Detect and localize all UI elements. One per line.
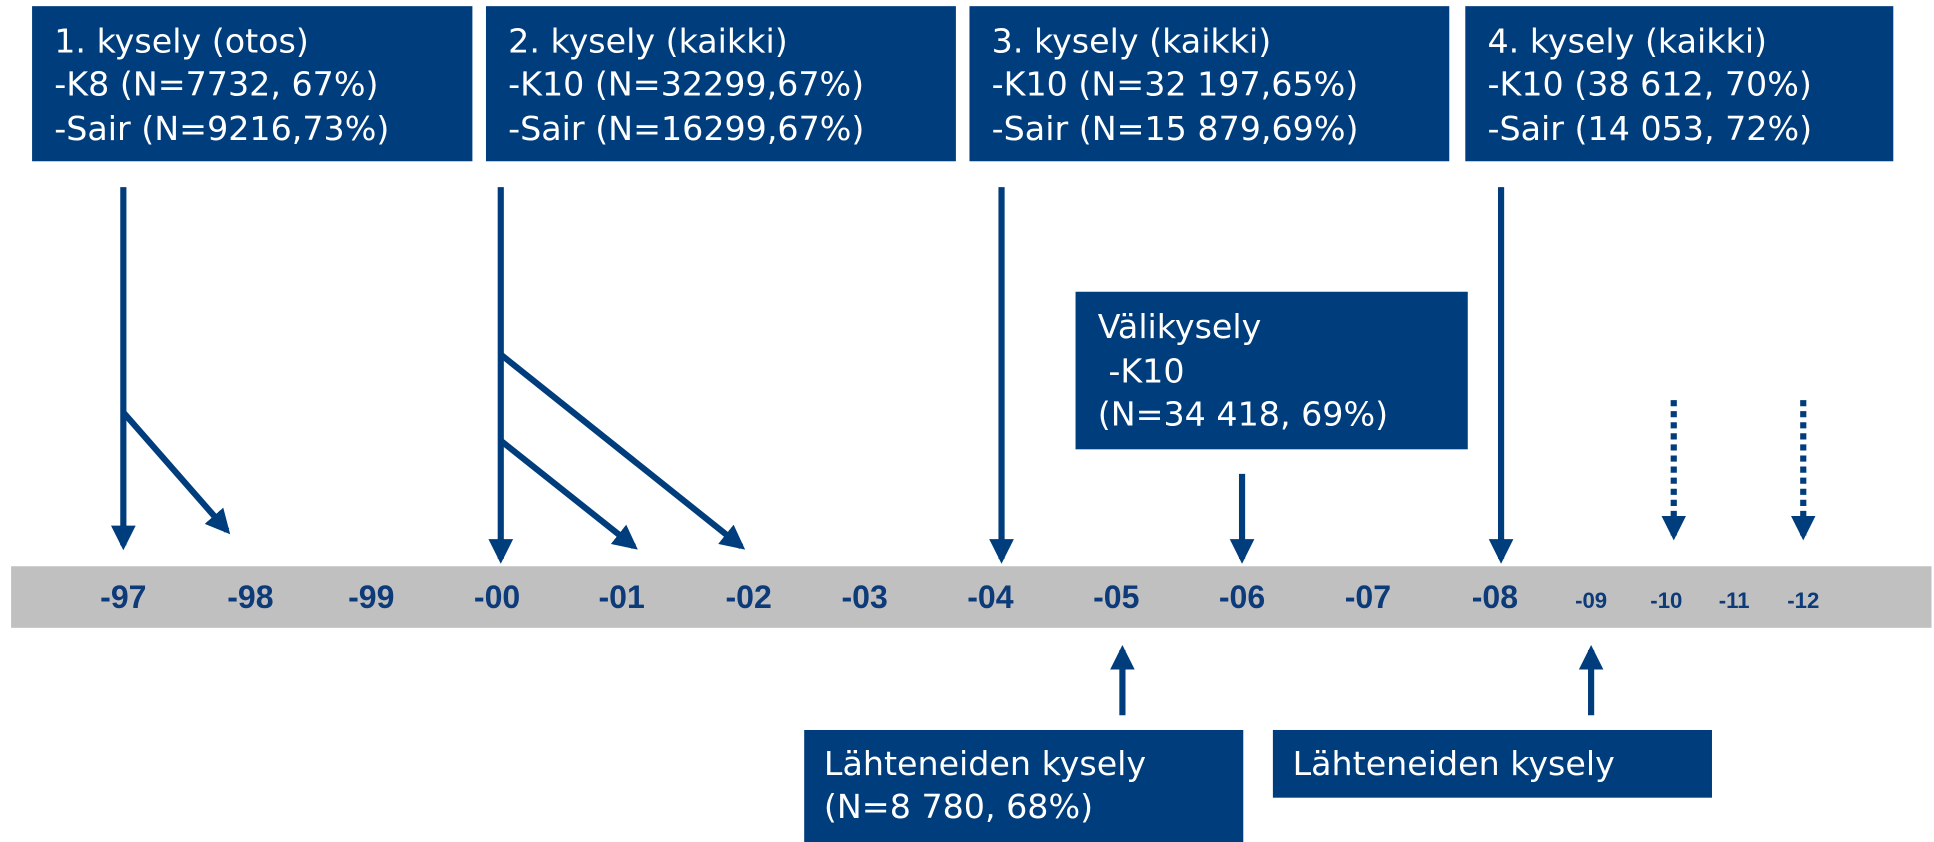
box-text: 2. kysely (kaikki): [508, 22, 788, 61]
arrows: [111, 187, 1816, 716]
box-text: -K10: [1098, 352, 1185, 391]
year-label: -00: [474, 579, 520, 615]
box-text: -K10 (38 612, 70%): [1488, 65, 1812, 104]
arrow: [498, 438, 638, 550]
arrow: [121, 410, 231, 535]
year-label: -07: [1345, 579, 1391, 615]
box-text: -Sair (N=9216,73%): [54, 109, 389, 148]
box-text: Lähteneiden kysely: [1293, 744, 1615, 783]
arrow: [498, 352, 746, 550]
year-label: -10: [1650, 588, 1682, 613]
box-text: -K10 (N=32299,67%): [508, 65, 864, 104]
leavers-box: [1272, 729, 1712, 798]
box-text: Lähteneiden kysely: [824, 744, 1146, 783]
box-text: 3. kysely (kaikki): [992, 22, 1272, 61]
year-label: -09: [1575, 588, 1607, 613]
box-text: (N=8 780, 68%): [824, 787, 1093, 826]
box-text: 4. kysely (kaikki): [1488, 22, 1768, 61]
year-label: -11: [1719, 588, 1750, 613]
year-label: -01: [598, 579, 644, 615]
leavers-box: [804, 729, 1244, 842]
year-label: -02: [726, 579, 772, 615]
survey-boxes: [32, 6, 1894, 842]
survey-box: [969, 6, 1450, 162]
box-text: Välikysely: [1098, 307, 1262, 346]
year-label: -04: [967, 579, 1014, 615]
year-label: -99: [348, 579, 394, 615]
year-label: -05: [1093, 579, 1139, 615]
interim-box: [1075, 291, 1468, 450]
year-label: -03: [841, 579, 887, 615]
box-text: 1. kysely (otos): [54, 22, 309, 61]
timeline-labels: -97 -98 -99 -00 -01 -02 -03 -04 -05 -06 …: [100, 579, 1819, 615]
survey-box: [32, 6, 473, 162]
year-label: -98: [227, 579, 273, 615]
year-label: -08: [1472, 579, 1518, 615]
box-text: -K10 (N=32 197,65%): [992, 65, 1359, 104]
box-text: -Sair (N=16299,67%): [508, 109, 864, 148]
box-text: -Sair (14 053, 72%): [1488, 109, 1813, 148]
box-texts: 1. kysely (otos) -K8 (N=7732, 67%) -Sair…: [54, 22, 1812, 827]
box-text: -K8 (N=7732, 67%): [54, 65, 378, 104]
timeline-bar: [11, 566, 1932, 628]
year-label: -06: [1219, 579, 1265, 615]
box-text: -Sair (N=15 879,69%): [992, 109, 1359, 148]
survey-box: [1465, 6, 1894, 162]
box-text: (N=34 418, 69%): [1098, 395, 1388, 434]
year-label: -12: [1787, 588, 1819, 613]
survey-box: [485, 6, 956, 162]
year-label: -97: [100, 579, 146, 615]
